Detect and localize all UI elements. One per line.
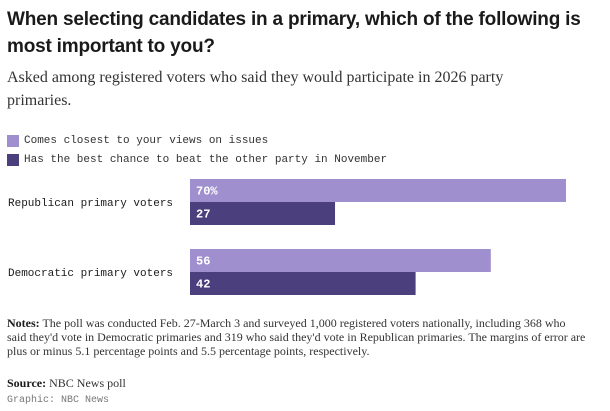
source-label: Source: <box>7 376 47 390</box>
legend-item-views: Comes closest to your views on issues <box>7 131 387 150</box>
chart-source: Source: NBC News poll <box>7 376 126 390</box>
category-label-democratic-primary-voters: Democratic primary voters <box>8 268 173 280</box>
legend-swatch-beat-other-party <box>7 153 19 166</box>
bar-republican-primary-voters-series-2 <box>190 202 336 225</box>
chart-title: When selecting candidates in a primary, … <box>7 9 581 57</box>
data-label-republican-primary-voters-series-2: 27 <box>196 208 210 222</box>
notes-label: Notes: <box>7 316 40 330</box>
legend: Comes closest to your views on issues Ha… <box>7 131 387 169</box>
bar-democratic-primary-voters-series-2 <box>190 272 416 295</box>
bar-democratic-primary-voters-series-1 <box>190 249 491 272</box>
chart-notes: Notes: The poll was conducted Feb. 27-Ma… <box>7 316 587 358</box>
data-label-republican-primary-voters-series-1: 70% <box>196 185 218 199</box>
legend-item-beat-other-party: Has the best chance to beat the other pa… <box>7 150 387 169</box>
bar-chart: Republican primary voters 70% 27 Democratic… <box>8 179 566 295</box>
bar-republican-primary-voters-series-1 <box>190 179 566 202</box>
data-label-democratic-primary-voters-series-1: 56 <box>196 255 210 269</box>
category-label-republican-primary-voters: Republican primary voters <box>8 198 173 210</box>
notes-text: The poll was conducted Feb. 27-March 3 a… <box>7 316 586 358</box>
legend-label-views: Comes closest to your views on issues <box>24 134 269 147</box>
graphic-credit: Graphic: NBC News <box>7 395 110 406</box>
source-text: NBC News poll <box>49 376 126 390</box>
legend-swatch-views <box>7 134 19 147</box>
legend-label-beat-other-party: Has the best chance to beat the other pa… <box>24 153 388 166</box>
chart-subtitle: Asked among registered voters who said t… <box>7 69 504 109</box>
data-label-democratic-primary-voters-series-2: 42 <box>196 278 210 292</box>
